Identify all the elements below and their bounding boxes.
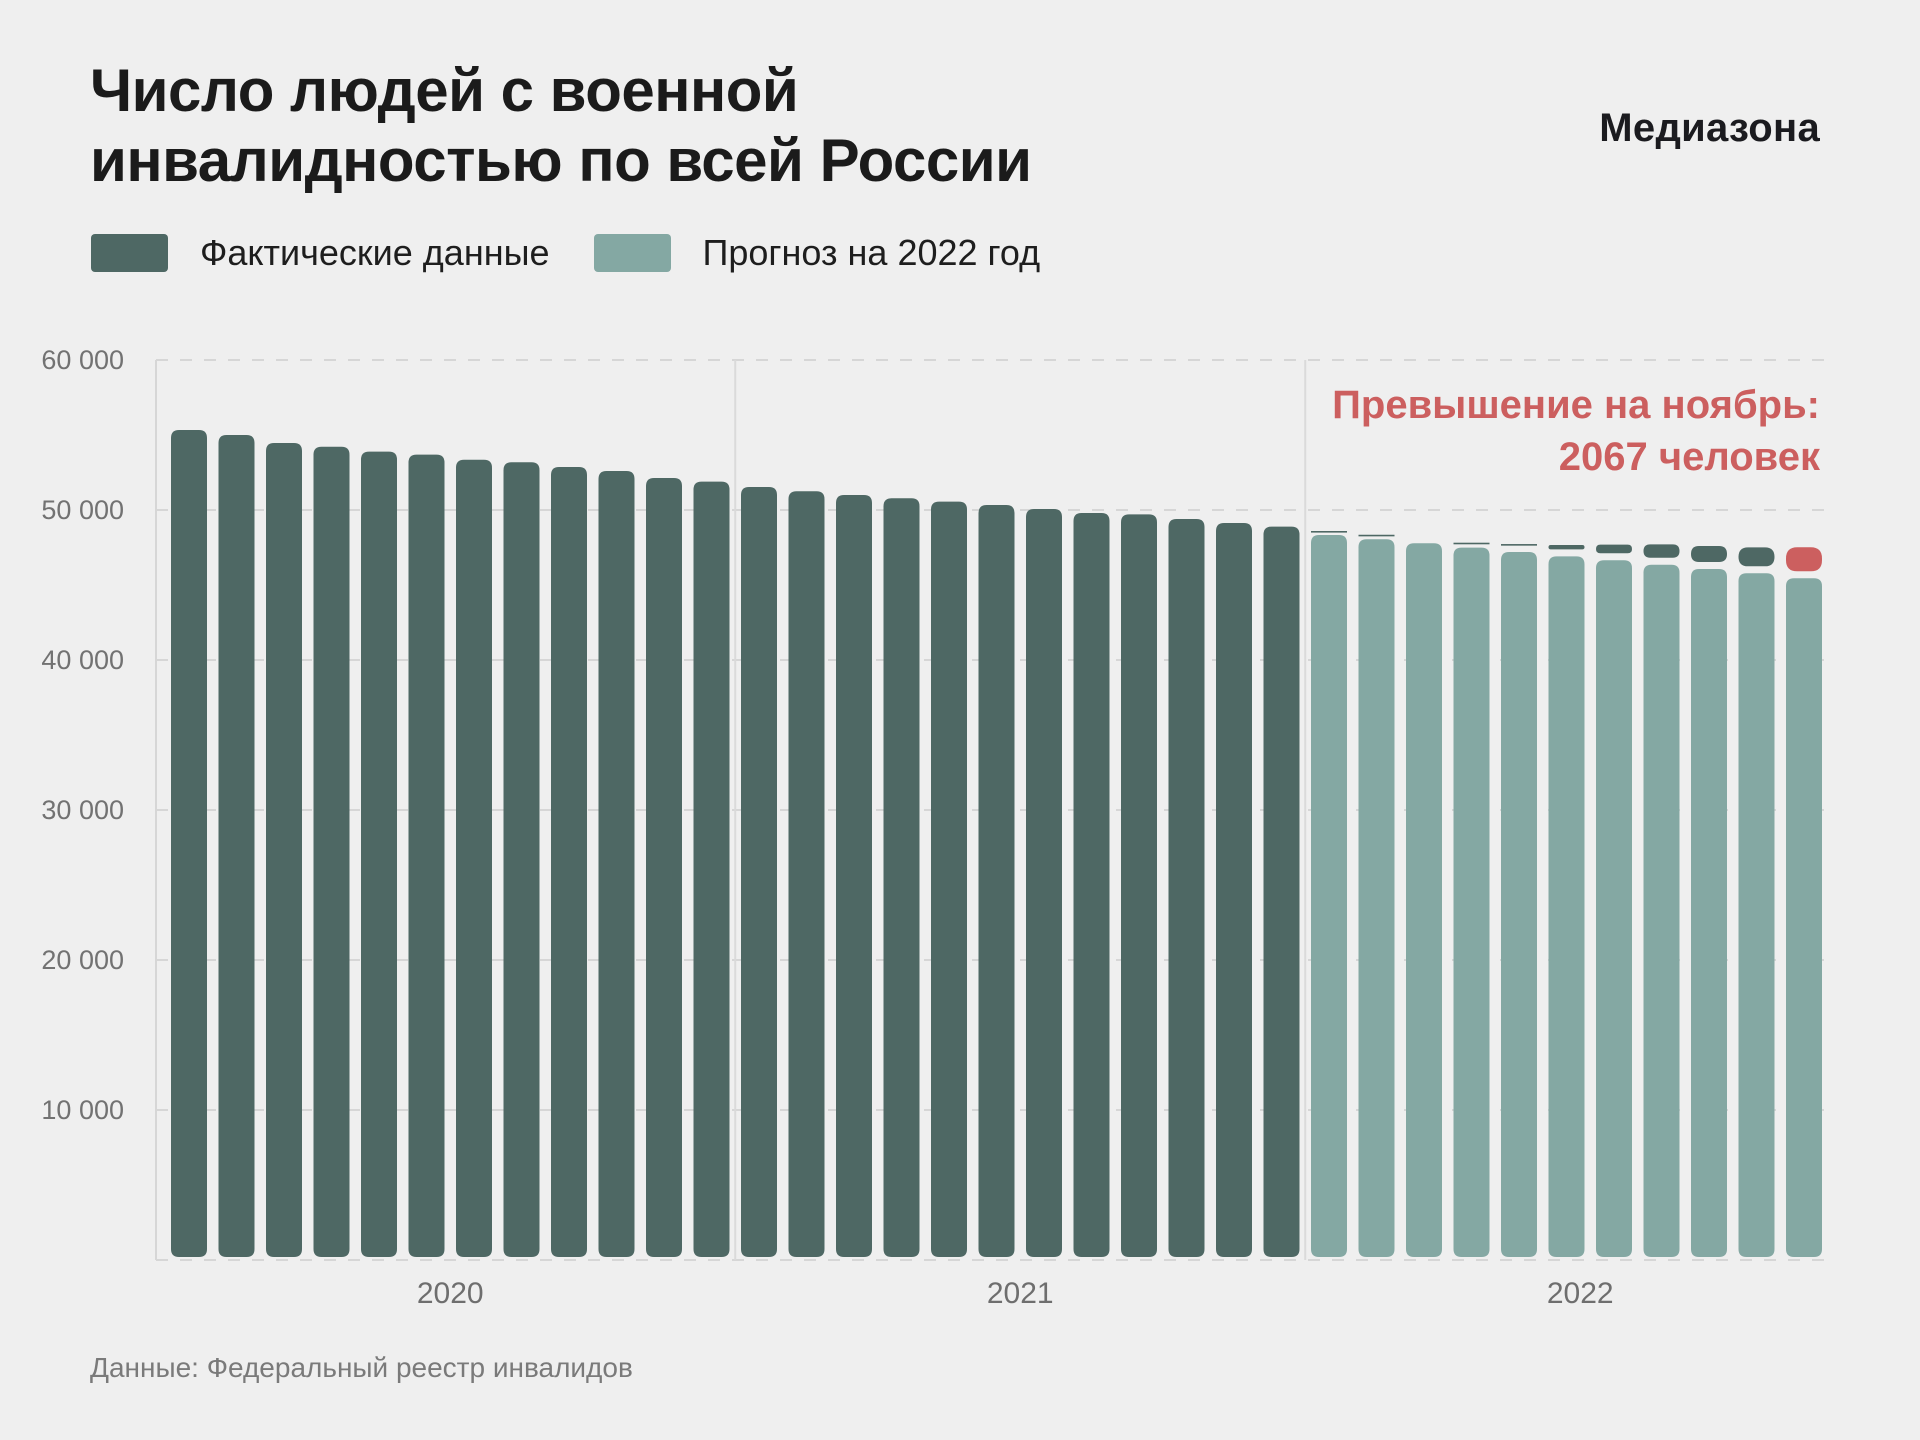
bar-excess-2022-04 bbox=[1453, 542, 1490, 545]
annotation-line-2: 2067 человек bbox=[1559, 435, 1821, 479]
bar-actual-2020-12 bbox=[693, 481, 730, 1257]
y-tick-label: 20 000 bbox=[41, 945, 124, 975]
bar-actual-2020-06 bbox=[408, 454, 445, 1257]
bar-excess-2022-02 bbox=[1358, 534, 1395, 537]
bar-actual-2020-07 bbox=[456, 459, 492, 1257]
x-tick-label-2021: 2021 bbox=[987, 1277, 1054, 1310]
bar-actual-2021-12 bbox=[1263, 526, 1300, 1257]
bars-layer bbox=[171, 430, 1822, 1258]
bar-actual-2020-04 bbox=[313, 446, 350, 1257]
bar-excess-2022-05 bbox=[1501, 544, 1537, 546]
bar-actual-2021-10 bbox=[1168, 519, 1205, 1257]
legend-item-forecast: Прогноз на 2022 год bbox=[593, 232, 1041, 274]
chart-title: Число людей с военной инвалидностью по в… bbox=[90, 56, 1032, 196]
y-tick-label: 40 000 bbox=[41, 645, 124, 675]
bar-actual-2021-09 bbox=[1121, 514, 1157, 1257]
bar-actual-2021-06 bbox=[978, 505, 1015, 1257]
bar-actual-2021-05 bbox=[931, 501, 967, 1258]
legend-item-actual: Фактические данные bbox=[91, 232, 550, 274]
bar-forecast-2022-05 bbox=[1501, 552, 1537, 1257]
y-tick-label: 60 000 bbox=[41, 345, 124, 375]
bar-actual-2021-03 bbox=[836, 495, 872, 1257]
x-tick-label-2020: 2020 bbox=[417, 1277, 484, 1310]
grid-layer bbox=[155, 359, 1826, 1261]
bar-actual-2020-05 bbox=[361, 451, 397, 1257]
bar-forecast-2022-07 bbox=[1596, 560, 1632, 1257]
bar-actual-2020-11 bbox=[646, 478, 682, 1257]
y-tick-label: 50 000 bbox=[41, 495, 124, 525]
legend-label-actual: Фактические данные bbox=[200, 232, 550, 273]
bar-actual-2020-10 bbox=[598, 471, 635, 1257]
bar-forecast-2022-04 bbox=[1453, 547, 1490, 1257]
bar-excess-2022-01 bbox=[1311, 531, 1347, 533]
brand-logo: Медиазона bbox=[1599, 106, 1820, 150]
x-tick-label-2022: 2022 bbox=[1547, 1277, 1614, 1310]
title-line-1: Число людей с военной bbox=[90, 57, 799, 124]
y-tick-label: 10 000 bbox=[41, 1095, 124, 1125]
bar-actual-2020-01 bbox=[171, 430, 207, 1257]
bar-forecast-2022-02 bbox=[1358, 539, 1395, 1257]
bar-forecast-2022-08 bbox=[1643, 564, 1680, 1257]
legend: Фактические данные Прогноз на 2022 год bbox=[91, 232, 1084, 274]
bar-actual-2021-02 bbox=[788, 491, 825, 1257]
bar-actual-2021-11 bbox=[1216, 523, 1252, 1257]
bar-forecast-2022-11 bbox=[1786, 578, 1822, 1257]
labels-layer: 10 000 20 000 30 000 40 000 50 000 60 000 2020… bbox=[41, 345, 1613, 1310]
bar-actual-2020-08 bbox=[503, 462, 540, 1257]
bar-excess-2022-07 bbox=[1596, 544, 1632, 554]
bar-actual-2021-08 bbox=[1073, 513, 1110, 1257]
bar-forecast-2022-06 bbox=[1548, 556, 1585, 1257]
bar-actual-2021-04 bbox=[883, 498, 920, 1257]
legend-label-forecast: Прогноз на 2022 год bbox=[702, 232, 1041, 273]
bar-excess-2022-06 bbox=[1548, 544, 1585, 550]
legend-swatch-forecast bbox=[593, 234, 671, 272]
bar-excess-2022-10 bbox=[1738, 547, 1775, 567]
bar-excess-highlight-2022-11 bbox=[1786, 547, 1822, 572]
bar-actual-2021-01 bbox=[741, 487, 777, 1257]
bar-forecast-2022-10 bbox=[1738, 573, 1775, 1257]
bar-actual-2020-03 bbox=[266, 442, 302, 1257]
bar-excess-2022-09 bbox=[1691, 546, 1727, 562]
bar-actual-2021-07 bbox=[1026, 508, 1062, 1257]
source-note: Данные: Федеральный реестр инвалидов bbox=[90, 1352, 633, 1383]
bar-actual-2020-02 bbox=[218, 435, 255, 1257]
bar-forecast-2022-03 bbox=[1406, 543, 1442, 1257]
legend-swatch-actual bbox=[91, 234, 168, 272]
bar-forecast-2022-09 bbox=[1691, 568, 1727, 1257]
bar-excess-2022-08 bbox=[1643, 544, 1680, 558]
bar-actual-2020-09 bbox=[551, 466, 587, 1257]
y-tick-label: 30 000 bbox=[41, 795, 124, 825]
title-line-2: инвалидностью по всей России bbox=[90, 127, 1032, 194]
bar-forecast-2022-01 bbox=[1311, 535, 1347, 1257]
annotation-line-1: Превышение на ноябрь: bbox=[1332, 383, 1820, 427]
